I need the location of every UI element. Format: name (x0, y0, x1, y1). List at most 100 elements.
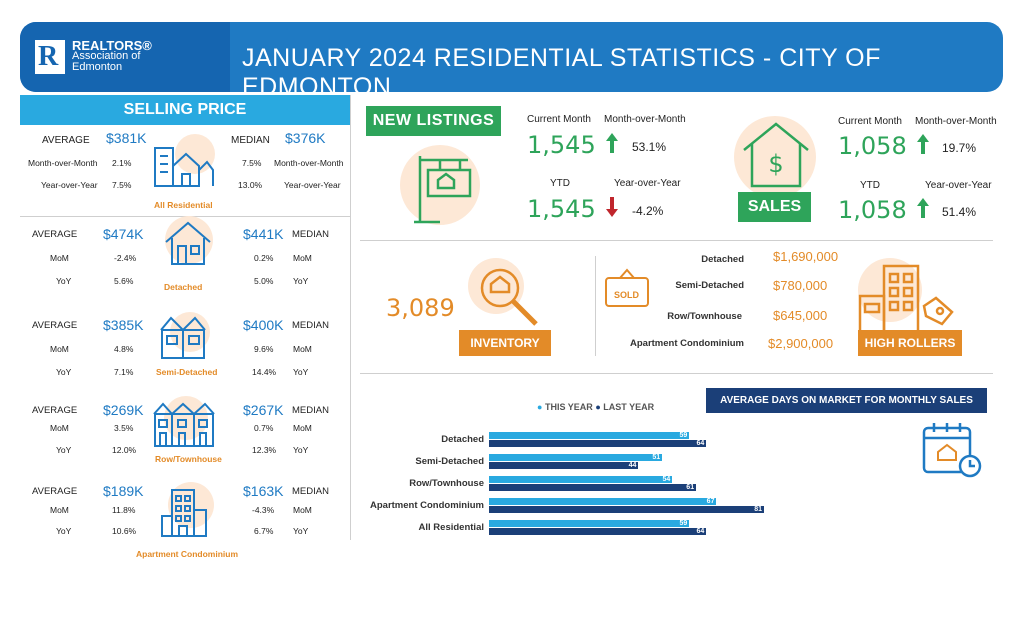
sales-yoy-label: Year-over-Year (925, 180, 992, 191)
arrow-up-icon (606, 133, 618, 153)
townhouse-icon (153, 402, 215, 447)
mom-label-right: Month-over-Month (274, 158, 344, 168)
bar-this-year: 67 (489, 498, 717, 505)
hr-apt-value: $2,900,000 (768, 336, 834, 351)
nl-mom-label: Month-over-Month (604, 114, 686, 125)
bar-value-label: 64 (696, 528, 705, 535)
bar-value-label: 59 (679, 520, 688, 527)
mom-label: MoM (50, 505, 69, 515)
bar-value-label: 44 (628, 462, 637, 469)
semi-med-mom: 9.6% (254, 344, 274, 354)
yoy-label-right: Year-over-Year (284, 180, 341, 190)
high-rollers-tag: HIGH ROLLERS (858, 330, 962, 356)
mom-label: Month-over-Month (28, 158, 98, 168)
new-listings-tag: NEW LISTINGS (366, 106, 501, 136)
selling-price-heading: SELLING PRICE (20, 95, 350, 125)
brand-name: REALTORS® Association of Edmonton (72, 39, 152, 73)
bar-this-year: 59 (489, 520, 690, 527)
separator (360, 240, 993, 241)
house-dollar-icon: $ (743, 122, 809, 188)
page-title: JANUARY 2024 RESIDENTIAL STATISTICS - CI… (242, 44, 881, 101)
mom-label-right: MoM (293, 253, 312, 263)
bar-value-label: 64 (696, 440, 705, 447)
arrow-up-icon (917, 198, 929, 218)
yoy-label-right: YoY (293, 526, 309, 536)
nl-yoy-value: -4.2% (632, 204, 664, 218)
bar-value-label: 81 (754, 506, 762, 513)
all-avg-value: $381K (106, 130, 147, 146)
apartment-label: Apartment Condominium (136, 549, 238, 559)
yoy-label-right: YoY (293, 367, 309, 377)
bar-last-year: 44 (489, 462, 639, 469)
nl-current-label: Current Month (527, 114, 591, 125)
mom-label-right: MoM (293, 344, 312, 354)
separator (360, 373, 993, 374)
icon-bg-circle (734, 116, 816, 198)
bar-value-label: 67 (706, 498, 715, 505)
hr-detached-label: Detached (701, 254, 744, 265)
all-med-yoy: 13.0% (238, 180, 263, 190)
bar-this-year: 54 (489, 476, 673, 483)
med-label: MEDIAN (231, 135, 270, 146)
apt-med-yoy: 6.7% (254, 526, 274, 536)
bar-last-year: 81 (489, 506, 764, 513)
inventory-value: 3,089 (386, 294, 455, 322)
hr-row-value: $645,000 (773, 308, 828, 323)
yoy-label: YoY (56, 276, 72, 286)
row-townhouse-label: Row/Townhouse (155, 454, 222, 464)
category-label: Row/Townhouse (409, 478, 484, 489)
bar-this-year: 59 (489, 432, 690, 439)
detached-med-yoy: 5.0% (254, 276, 274, 286)
mom-label-right: MoM (293, 423, 312, 433)
bar-last-year: 64 (489, 528, 707, 535)
dom-bar-chart: Detached 59 64 Semi-Detached 51 44 Row/Townhou… (352, 428, 792, 542)
row-med-yoy: 12.3% (252, 445, 277, 455)
all-avg-mom: 2.1% (112, 158, 132, 168)
med-label: MEDIAN (292, 229, 329, 240)
row-avg-yoy: 12.0% (112, 445, 137, 455)
category-label: Semi-Detached (415, 456, 484, 467)
sales-yoy-value: 51.4% (942, 205, 977, 219)
icon-bg-circle (400, 145, 480, 225)
avg-label: AVERAGE (32, 320, 78, 331)
detached-avg-mom: -2.4% (114, 253, 137, 263)
detached-med: $441K (243, 226, 284, 242)
sold-sign-icon (605, 268, 649, 307)
mom-label: MoM (50, 344, 69, 354)
calendar-house-icon (922, 423, 982, 478)
all-med-value: $376K (285, 130, 326, 146)
apt-avg-yoy: 10.6% (112, 526, 137, 536)
semi-med: $400K (243, 317, 284, 333)
yoy-label: YoY (56, 445, 72, 455)
brand-line2: Association of (72, 50, 141, 62)
nl-ytd-value: 1,545 (527, 195, 596, 223)
sales-current-label: Current Month (838, 116, 902, 127)
legend-this-year: THIS YEAR (544, 402, 593, 412)
detached-med-mom: 0.2% (254, 253, 274, 263)
apt-med-mom: -4.3% (252, 505, 275, 515)
avg-label: AVERAGE (32, 405, 78, 416)
avg-label: AVERAGE (32, 229, 78, 240)
mom-label-right: MoM (293, 505, 312, 515)
all-avg-yoy: 7.5% (112, 180, 132, 190)
dom-heading: AVERAGE DAYS ON MARKET FOR MONTHLY SALES (706, 388, 987, 413)
yoy-label: YoY (56, 367, 72, 377)
sales-mom-value: 19.7% (942, 141, 977, 155)
svg-text:$: $ (768, 150, 783, 178)
magnifier-house-icon (480, 268, 538, 326)
semi-avg: $385K (103, 317, 144, 333)
apt-med: $163K (243, 483, 284, 499)
row-med-mom: 0.7% (254, 423, 274, 433)
hr-apt-label: Apartment Condominium (630, 338, 744, 349)
chart-legend: ● THIS YEAR ● LAST YEAR (537, 402, 655, 412)
mom-label: MoM (50, 253, 69, 263)
bar-value-label: 54 (662, 476, 671, 483)
category-label: Apartment Condominium (370, 500, 484, 511)
icon-bg-circle (175, 134, 215, 174)
brand-line3: Edmonton (72, 61, 123, 73)
yoy-label: Year-over-Year (41, 180, 98, 190)
category-label: All Residential (418, 522, 484, 533)
semi-avg-mom: 4.8% (114, 344, 134, 354)
yoy-label-right: YoY (293, 276, 309, 286)
bar-this-year: 51 (489, 454, 663, 461)
